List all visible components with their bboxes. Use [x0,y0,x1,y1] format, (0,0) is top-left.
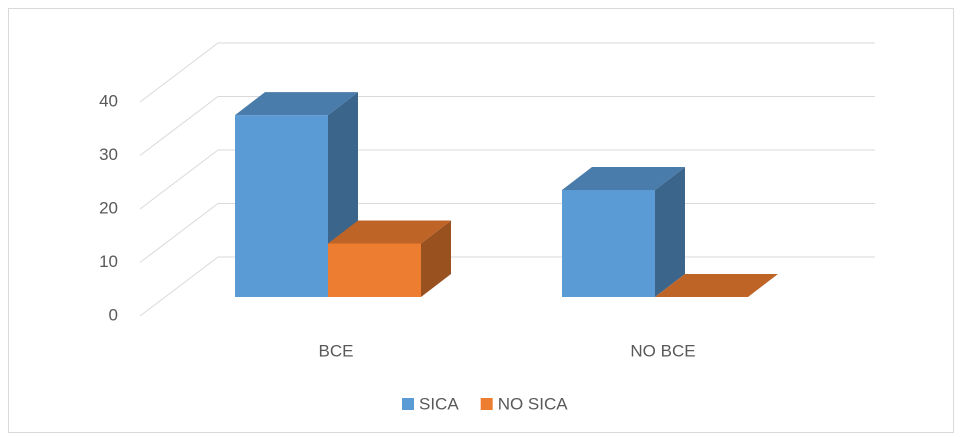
bar-front [235,115,328,297]
y-tick-label: 0 [109,305,118,324]
legend-swatch [402,398,414,410]
grid-line-side [139,203,219,263]
grid-line-side [139,42,219,103]
legend-label: SICA [419,394,459,413]
bar [655,274,778,297]
y-tick-label: 30 [99,145,118,164]
bar-side [655,167,685,297]
x-tick-label: BCE [319,341,354,360]
x-tick-label: NO BCE [630,341,695,360]
grid-line-side [139,149,219,210]
chart-border [8,8,954,433]
bar [328,220,451,297]
bar-front [328,243,421,297]
y-tick-label: 40 [99,91,118,110]
grid-line-side [139,256,219,317]
grid-line-side [139,96,219,156]
legend-label: NO SICA [498,394,569,413]
bar-side [421,220,451,297]
bar-top [562,167,685,190]
bar-top [328,220,451,244]
legend-swatch [480,398,493,410]
bar-top [235,92,358,116]
bar-top [655,274,778,297]
bar-front [562,190,655,297]
y-tick-label: 20 [99,198,118,217]
bar [562,167,685,297]
y-tick-label: 10 [99,252,118,271]
